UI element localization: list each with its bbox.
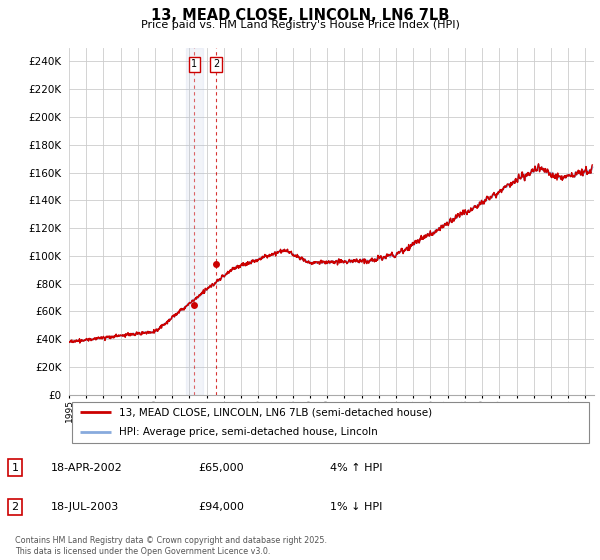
Text: 2: 2 — [213, 59, 219, 69]
Text: £65,000: £65,000 — [198, 463, 244, 473]
Text: 18-APR-2002: 18-APR-2002 — [51, 463, 123, 473]
Text: Price paid vs. HM Land Registry's House Price Index (HPI): Price paid vs. HM Land Registry's House … — [140, 20, 460, 30]
Text: 18-JUL-2003: 18-JUL-2003 — [51, 502, 119, 512]
Text: 13, MEAD CLOSE, LINCOLN, LN6 7LB (semi-detached house): 13, MEAD CLOSE, LINCOLN, LN6 7LB (semi-d… — [119, 407, 432, 417]
Text: 1: 1 — [191, 59, 197, 69]
Text: £94,000: £94,000 — [198, 502, 244, 512]
FancyBboxPatch shape — [71, 402, 589, 443]
Text: 13, MEAD CLOSE, LINCOLN, LN6 7LB: 13, MEAD CLOSE, LINCOLN, LN6 7LB — [151, 8, 449, 24]
Text: 4% ↑ HPI: 4% ↑ HPI — [330, 463, 383, 473]
Bar — [186, 48, 203, 395]
Text: 2: 2 — [11, 502, 19, 512]
Text: 1: 1 — [11, 463, 19, 473]
Text: 1% ↓ HPI: 1% ↓ HPI — [330, 502, 382, 512]
Text: HPI: Average price, semi-detached house, Lincoln: HPI: Average price, semi-detached house,… — [119, 427, 377, 437]
Text: Contains HM Land Registry data © Crown copyright and database right 2025.
This d: Contains HM Land Registry data © Crown c… — [15, 536, 327, 556]
